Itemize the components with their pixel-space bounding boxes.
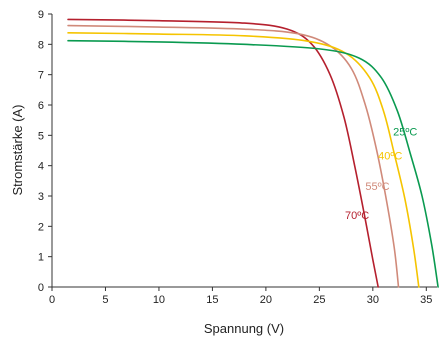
y-tick-label: 7 [38,70,44,82]
series-labels: 70ºC 55ºC 40ºC 25ºC [345,126,417,221]
series-line-70c [67,18,379,288]
x-tick-label: 20 [260,294,272,306]
y-tick-label: 0 [38,282,44,294]
x-tick-label: 35 [420,294,432,306]
x-axis-title: Spannung (V) [204,321,284,336]
series-label-25c: 25ºC [393,126,417,138]
axes: 0 5 10 15 20 25 30 35 0 1 2 3 4 5 6 7 8 9 [38,9,437,306]
x-tick-label: 25 [313,294,325,306]
x-tick-label: 0 [49,294,55,306]
y-axis-title: Stromstärke (A) [10,104,25,195]
series-line-40c [67,32,420,288]
x-tick-label: 15 [206,294,218,306]
y-tick-label: 9 [38,9,44,21]
y-tick-label: 3 [38,191,44,203]
series-label-55c: 55ºC [365,181,389,193]
series-line-25c [67,39,439,288]
series-label-40c: 40ºC [378,151,402,163]
y-tick-label: 5 [38,130,44,142]
series-lines [67,18,439,288]
x-tick-label: 10 [153,294,165,306]
y-tick-label: 6 [38,100,44,112]
x-tick-label: 5 [102,294,108,306]
series-line-55c [67,24,400,288]
y-tick-label: 2 [38,221,44,233]
y-tick-label: 4 [38,161,44,173]
y-tick-label: 8 [38,39,44,51]
series-label-70c: 70ºC [345,210,369,222]
x-tick-label: 30 [367,294,379,306]
y-tick-label: 1 [38,252,44,264]
